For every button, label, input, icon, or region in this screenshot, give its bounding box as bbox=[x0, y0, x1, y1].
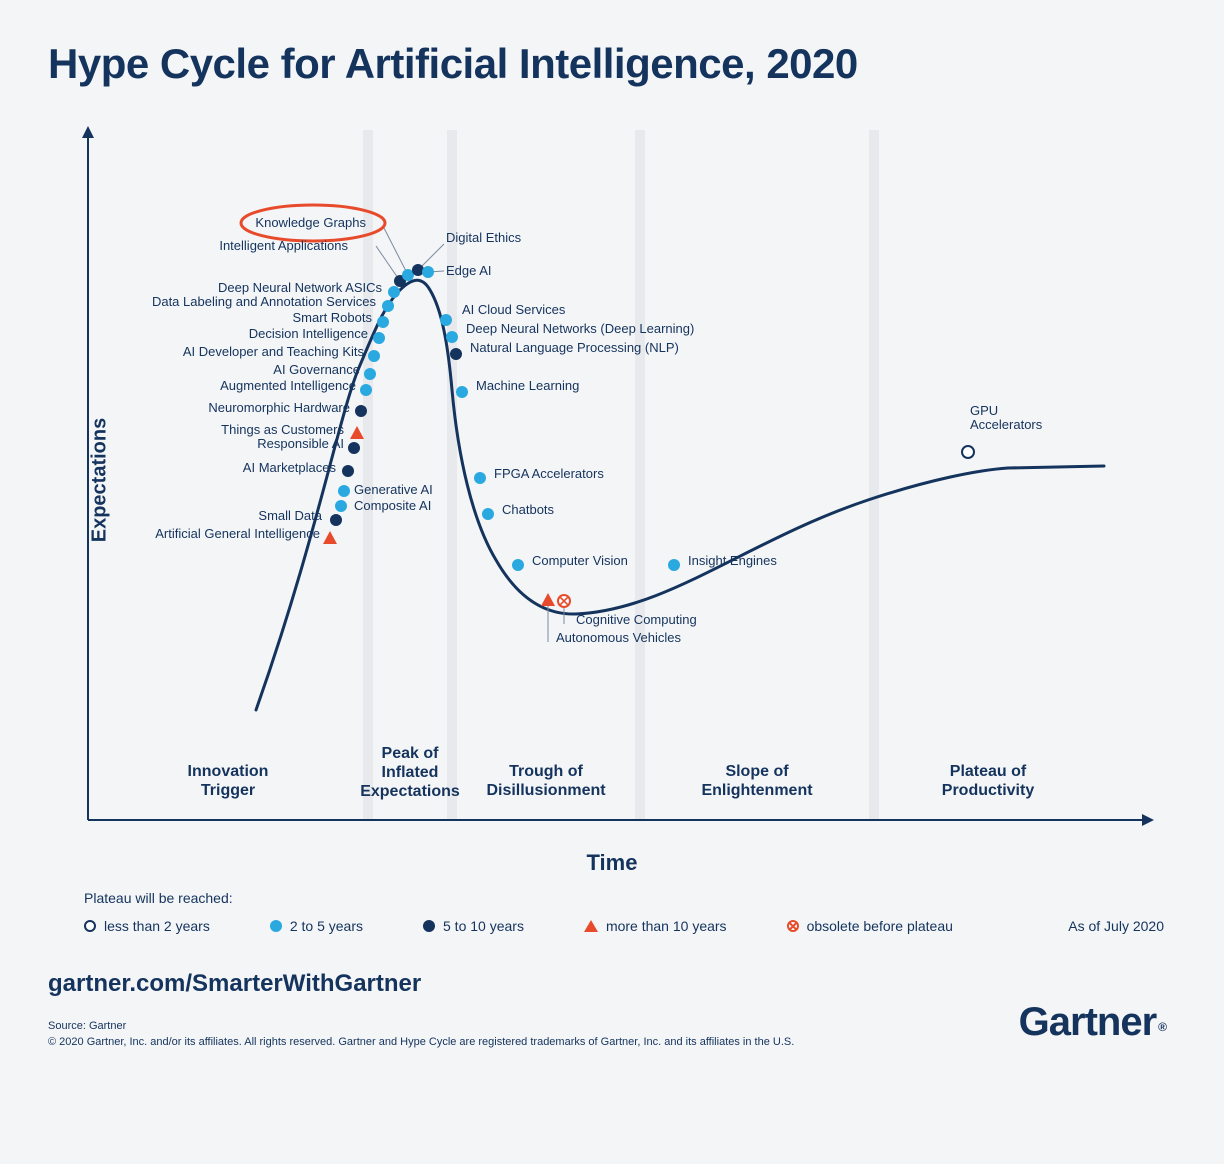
y-axis-label: Expectations bbox=[89, 418, 112, 542]
data-point-label: Neuromorphic Hardware bbox=[208, 400, 350, 415]
url-line: gartner.com/SmarterWithGartner bbox=[48, 970, 421, 998]
data-point-label: Artificial General Intelligence bbox=[155, 526, 320, 541]
legend-item-2to5: 2 to 5 years bbox=[270, 918, 363, 934]
data-point-label: Edge AI bbox=[446, 263, 492, 278]
chart-area: Expectations InnovationTriggerPeak ofInf… bbox=[48, 120, 1176, 840]
data-point-label: Digital Ethics bbox=[446, 230, 521, 245]
legend-label: obsolete before plateau bbox=[807, 918, 953, 934]
phase-label: Plateau ofProductivity bbox=[898, 762, 1078, 800]
data-point-label: Things as Customers bbox=[221, 422, 344, 437]
data-point-label: Computer Vision bbox=[532, 553, 628, 568]
data-point-label: AI Cloud Services bbox=[462, 302, 565, 317]
legend-row: less than 2 years 2 to 5 years 5 to 10 y… bbox=[84, 918, 1164, 934]
data-point-label: Composite AI bbox=[354, 498, 431, 513]
data-point-label: Responsible AI bbox=[257, 436, 344, 451]
data-point-label: AI Marketplaces bbox=[243, 460, 336, 475]
page: Hype Cycle for Artificial Intelligence, … bbox=[0, 0, 1224, 1164]
data-point-label: GPUAccelerators bbox=[970, 404, 1042, 433]
legend-title: Plateau will be reached: bbox=[84, 890, 1164, 906]
legend-label: 2 to 5 years bbox=[290, 918, 363, 934]
data-point-label: AI Developer and Teaching Kits bbox=[183, 344, 364, 359]
gartner-logo: Gartner® bbox=[1019, 1000, 1164, 1045]
data-point-label: Autonomous Vehicles bbox=[556, 630, 681, 645]
data-point-label: Natural Language Processing (NLP) bbox=[470, 340, 679, 355]
legend-label: less than 2 years bbox=[104, 918, 210, 934]
source-line: Source: Gartner bbox=[48, 1020, 126, 1032]
data-point-label: Knowledge Graphs bbox=[255, 215, 366, 230]
x-axis-label: Time bbox=[48, 850, 1176, 876]
data-point-label: FPGA Accelerators bbox=[494, 466, 604, 481]
data-point-label: Intelligent Applications bbox=[219, 238, 348, 253]
legend-item-obsolete: obsolete before plateau bbox=[787, 918, 953, 934]
data-point-label: Small Data bbox=[258, 508, 322, 523]
legend-item-gt10: more than 10 years bbox=[584, 918, 727, 934]
data-point-label: AI Governance bbox=[273, 362, 360, 377]
legend: Plateau will be reached: less than 2 yea… bbox=[84, 890, 1164, 934]
legend-item-lt2: less than 2 years bbox=[84, 918, 210, 934]
chart-title: Hype Cycle for Artificial Intelligence, … bbox=[48, 40, 858, 88]
data-point-label: Generative AI bbox=[354, 482, 433, 497]
data-point-label: Machine Learning bbox=[476, 378, 579, 393]
marker-light-icon bbox=[270, 920, 282, 932]
hype-cycle-svg bbox=[48, 120, 1176, 840]
legend-label: more than 10 years bbox=[606, 918, 727, 934]
data-point-label: Smart Robots bbox=[293, 310, 372, 325]
data-point-label: Cognitive Computing bbox=[576, 612, 697, 627]
data-point-label: Augmented Intelligence bbox=[220, 378, 356, 393]
marker-dark-icon bbox=[423, 920, 435, 932]
data-point-label: Chatbots bbox=[502, 502, 554, 517]
marker-triangle-icon bbox=[584, 920, 598, 932]
phase-label: Trough ofDisillusionment bbox=[456, 762, 636, 800]
data-point-label: Insight Engines bbox=[688, 553, 777, 568]
marker-hollow-icon bbox=[84, 920, 96, 932]
legend-item-5to10: 5 to 10 years bbox=[423, 918, 524, 934]
phase-label: Slope ofEnlightenment bbox=[667, 762, 847, 800]
data-point-label: Decision Intelligence bbox=[249, 326, 368, 341]
data-point-label: Deep Neural Network ASICs bbox=[218, 280, 382, 295]
copyright-line: © 2020 Gartner, Inc. and/or its affiliat… bbox=[48, 1036, 794, 1048]
legend-label: 5 to 10 years bbox=[443, 918, 524, 934]
data-point-label: Deep Neural Networks (Deep Learning) bbox=[466, 321, 694, 336]
marker-obsolete-icon bbox=[787, 920, 799, 932]
legend-asof: As of July 2020 bbox=[1068, 918, 1164, 934]
phase-label: InnovationTrigger bbox=[138, 762, 318, 800]
data-point-label: Data Labeling and Annotation Services bbox=[152, 294, 376, 309]
